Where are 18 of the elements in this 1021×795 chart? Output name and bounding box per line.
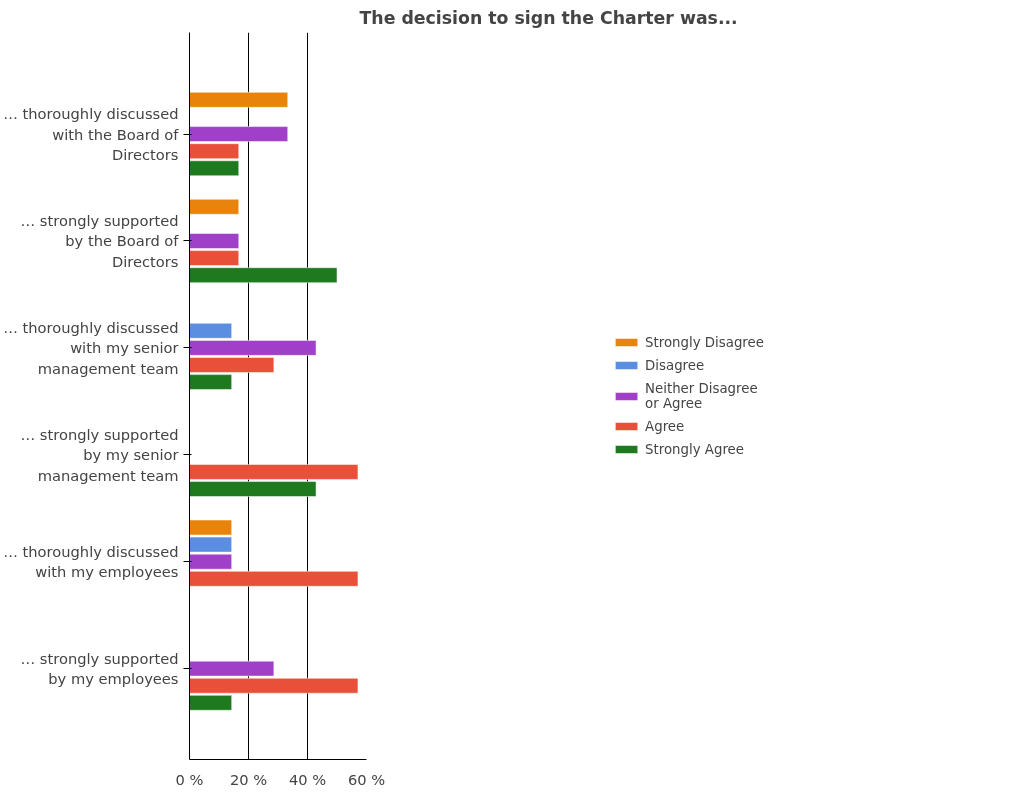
bar bbox=[189, 92, 288, 108]
text: The decision to sign the Charter was... bbox=[359, 7, 738, 28]
x-tick-label: 60 % bbox=[347, 770, 386, 788]
legend-label: Disagree bbox=[645, 357, 705, 373]
legend-label: Strongly Disagree bbox=[645, 334, 764, 350]
y-tick-label: … strongly supported by the Board of Directors bbox=[20, 212, 180, 270]
x-tick-label: 40 % bbox=[288, 770, 327, 788]
y-tick-label: … thoroughly discussed with my senior management team bbox=[3, 318, 180, 377]
legend-label: Agree bbox=[645, 418, 685, 434]
x-tick-label: 0 % bbox=[175, 770, 204, 788]
y-tick-label: … thoroughly discussed with my employees bbox=[3, 543, 179, 581]
bar bbox=[189, 199, 240, 215]
y-tick-label: … thoroughly discussed with the Board of Directors bbox=[3, 105, 180, 163]
y-tick-label: … strongly supported by my senior management team bbox=[20, 425, 180, 484]
legend-label: Strongly Agree bbox=[645, 441, 744, 457]
y-tick-label: … strongly supported by my employees bbox=[20, 649, 179, 688]
legend-label: Neither Disagree or Agree bbox=[645, 380, 758, 411]
x-tick-label: 20 % bbox=[229, 770, 268, 788]
